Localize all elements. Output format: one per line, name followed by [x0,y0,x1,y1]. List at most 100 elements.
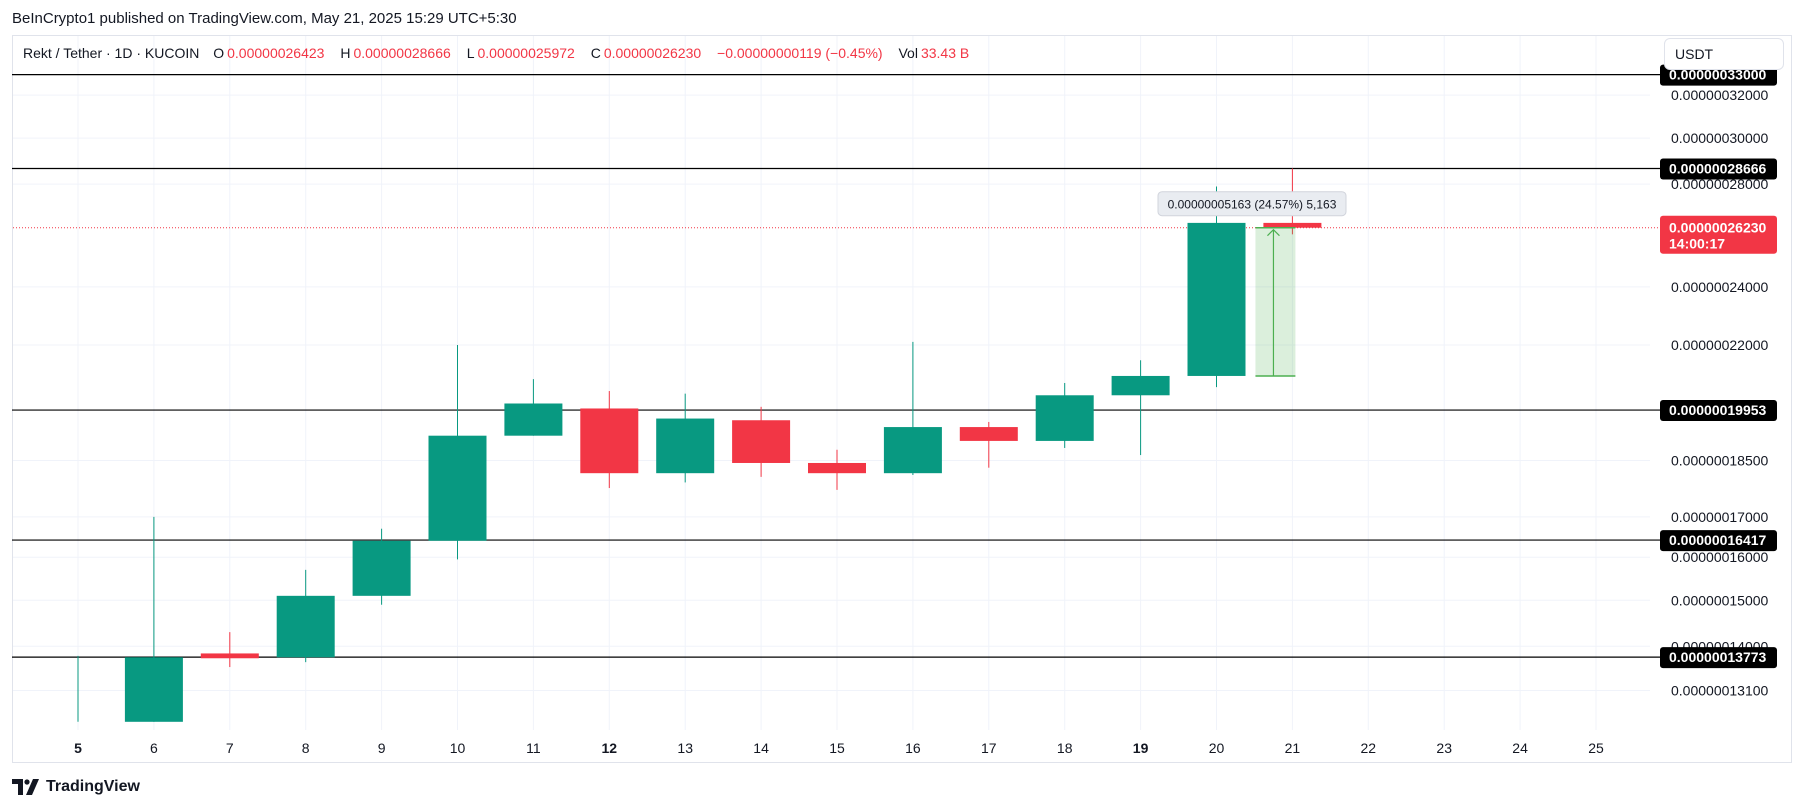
low-label: L [466,45,475,61]
level-price-label: 0.00000013773 [1669,649,1767,665]
horizontal-levels [12,74,1660,658]
footer-brand: TradingView [46,778,140,795]
level-price-label: 0.00000019953 [1669,402,1767,418]
y-tick-label: 0.00000028000 [1671,176,1769,192]
countdown-label: 14:00:17 [1669,236,1725,252]
candle [1111,360,1170,456]
x-tick-label: 20 [1209,740,1225,756]
candle-body [276,595,335,658]
current-price-badge [1660,215,1777,254]
x-tick-label: 13 [677,740,693,756]
y-tick-label: 0.00000022000 [1671,337,1769,353]
x-tick-label: 7 [226,740,234,756]
level-price-badge [1660,647,1777,669]
price-axis: 0.000000131000.000000140000.000000150000… [1660,64,1777,699]
low-value: 0.00000025972 [477,45,575,61]
y-tick-label: 0.00000017000 [1671,509,1769,525]
volume-label: Vol [898,45,918,61]
ohlc-legend: Rekt / Tether · 1D · KUCOIN O 0.000000264… [23,45,981,61]
x-tick-label: 21 [1285,740,1301,756]
candle-body [732,420,791,463]
level-price-badge [1660,158,1777,180]
x-tick-label: 18 [1057,740,1073,756]
candle-body [883,427,942,474]
candle-body [1035,395,1094,441]
change-value: −0.00000000119 (−0.45%) [717,45,883,61]
candle-body [1263,222,1322,228]
chart-frame [12,35,1792,763]
close-value: 0.00000026230 [603,45,702,61]
candle [656,393,715,483]
x-tick-label: 23 [1436,740,1452,756]
candle [580,391,639,489]
level-price-label: 0.00000016417 [1669,532,1767,548]
candle [200,632,259,668]
y-tick-label: 0.00000016000 [1671,549,1769,565]
y-tick-label: 0.00000018500 [1671,452,1769,468]
high-label: H [340,45,351,61]
y-tick-label: 0.00000032000 [1671,87,1769,103]
x-tick-label: 5 [74,740,82,756]
grid [13,36,1650,730]
measure-box [1255,227,1296,376]
x-tick-label: 11 [526,740,541,756]
x-tick-label: 12 [602,740,618,756]
x-tick-label: 16 [905,740,921,756]
candle-body [428,435,487,541]
candle-body [1187,222,1246,376]
candle [1187,186,1246,388]
y-tick-label: 0.00000030000 [1671,130,1769,146]
candle [1035,382,1094,448]
measure-label: 0.00000005163 (24.57%) 5,163 [1168,198,1337,212]
y-tick-label: 0.00000015000 [1671,592,1769,608]
x-tick-label: 10 [450,740,466,756]
candle-body [656,418,715,474]
symbol-label[interactable]: Rekt / Tether · 1D · KUCOIN [23,45,200,61]
publisher-line: BeInCrypto1 published on TradingView.com… [12,10,517,27]
candle-body [200,653,259,659]
current-price-label: 0.00000026230 [1669,220,1767,236]
level-price-label: 0.00000028666 [1669,160,1767,176]
candle [124,516,183,722]
y-tick-label: 0.00000013100 [1671,683,1769,699]
y-tick-label: 0.00000024000 [1671,279,1769,295]
candle-body [352,540,411,596]
candle [959,421,1018,468]
candle-body [580,408,639,474]
level-price-badge [1660,400,1777,422]
volume-value: 33.43 B [920,45,970,61]
candle-body [1111,375,1170,396]
x-tick-label: 8 [302,740,310,756]
x-tick-label: 25 [1588,740,1604,756]
x-tick-label: 17 [981,740,997,756]
candle [352,528,411,605]
price-range-measure: 0.00000005163 (24.57%) 5,163 [1157,191,1347,377]
tradingview-footer[interactable]: TradingView [12,778,140,796]
x-tick-label: 19 [1133,740,1149,756]
x-tick-label: 6 [150,740,158,756]
time-axis: 5 6 7 8 9 10 11 12 13 14 15 16 17 18 19 20 21 22 23 24 25 [74,740,1604,756]
currency-button[interactable]: USDT [1664,38,1784,70]
open-value: 0.00000026423 [227,45,325,61]
measure-label-box [1157,191,1347,217]
candle [883,341,942,476]
candle [428,344,487,560]
high-value: 0.00000028666 [353,45,451,61]
level-price-label: 0.00000033000 [1669,67,1767,83]
candles [77,168,1322,722]
x-tick-label: 9 [378,740,386,756]
close-label: C [590,45,601,61]
candle [732,406,791,477]
candle [276,569,335,663]
tradingview-logo-icon [12,779,39,795]
x-tick-label: 15 [829,740,845,756]
candle-body [504,403,563,436]
level-price-badge [1660,530,1777,552]
candle-body [124,657,183,722]
open-label: O [213,45,225,61]
x-tick-label: 24 [1512,740,1528,756]
measure-arrow-head-icon [1267,228,1280,237]
candle [504,379,563,436]
candle [808,449,866,490]
